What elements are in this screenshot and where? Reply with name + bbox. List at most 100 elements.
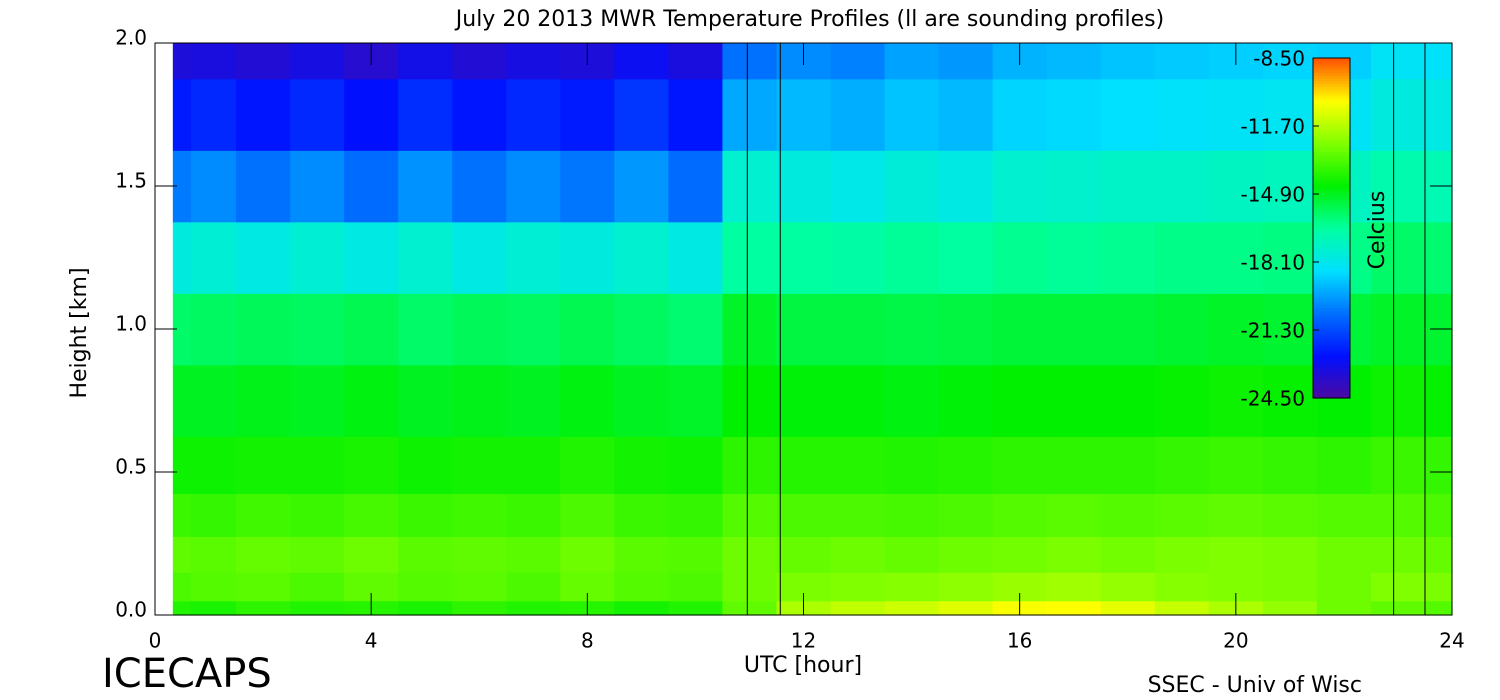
heat-cell xyxy=(506,536,561,573)
heat-cell xyxy=(722,536,778,573)
x-tick-label: 20 xyxy=(1223,629,1248,653)
colorbar-strip xyxy=(1313,264,1350,269)
heat-cell xyxy=(398,364,453,437)
heat-cell xyxy=(830,600,886,616)
heat-cell xyxy=(398,150,453,223)
heat-cell xyxy=(1424,536,1453,573)
y-axis-label: Height [km] xyxy=(67,267,92,398)
heat-cell xyxy=(722,78,778,151)
heat-cell xyxy=(290,78,345,151)
heat-cell xyxy=(398,572,453,602)
heat-cell xyxy=(398,536,453,573)
heat-cell xyxy=(1262,493,1318,537)
heat-cell xyxy=(776,78,832,151)
heat-cell xyxy=(560,436,615,495)
heat-cell xyxy=(290,600,345,616)
heat-cell xyxy=(1046,150,1102,223)
heat-cell xyxy=(506,293,561,366)
colorbar-strip xyxy=(1313,151,1350,155)
heat-cell xyxy=(1424,221,1453,294)
colorbar-strip xyxy=(1313,100,1350,104)
heat-cell xyxy=(1424,78,1453,151)
colorbar-strip xyxy=(1313,375,1350,379)
y-tick-label: 1.5 xyxy=(115,169,147,193)
heat-cell xyxy=(830,43,886,80)
x-tick-label: 4 xyxy=(365,629,378,653)
heatmap xyxy=(172,43,1453,616)
heat-cell xyxy=(190,493,237,537)
heat-cell xyxy=(776,293,832,366)
heat-cell xyxy=(668,600,724,616)
heat-cell xyxy=(830,150,886,223)
colorbar-strip xyxy=(1313,355,1350,359)
heat-cell xyxy=(506,150,561,223)
heat-cell xyxy=(344,536,399,573)
colorbar-strip xyxy=(1313,287,1350,291)
heat-cell xyxy=(1262,221,1318,294)
heat-cell xyxy=(172,493,192,537)
x-tick-label: 0 xyxy=(149,629,162,653)
heat-cell xyxy=(1370,150,1426,223)
colorbar-strip xyxy=(1313,290,1350,294)
heat-cell xyxy=(614,150,669,223)
heat-cell xyxy=(190,221,237,294)
colorbar-strip xyxy=(1313,222,1350,226)
heat-cell xyxy=(172,600,192,616)
heat-cell xyxy=(452,150,507,223)
x-tick-label: 16 xyxy=(1007,629,1032,653)
colorbar-strip xyxy=(1313,140,1350,144)
heat-cell xyxy=(1370,364,1426,437)
heat-cell xyxy=(1370,43,1426,80)
heat-cell xyxy=(830,293,886,366)
colorbar-strip xyxy=(1313,358,1350,362)
colorbar-strip xyxy=(1313,279,1350,283)
colorbar-frame xyxy=(1312,57,1351,399)
heat-cell xyxy=(344,150,399,223)
heat-cell xyxy=(452,43,507,80)
heat-cell xyxy=(506,221,561,294)
heat-cell xyxy=(614,293,669,366)
heat-cell xyxy=(190,150,237,223)
heat-cell xyxy=(668,436,724,495)
heat-cell xyxy=(1046,600,1102,616)
heat-cell xyxy=(776,493,832,537)
colorbar-tick-label: -18.10 xyxy=(1241,251,1305,275)
heat-cell xyxy=(172,43,192,80)
heat-cell xyxy=(172,293,192,366)
heat-cell xyxy=(938,493,994,537)
colorbar-strip xyxy=(1313,191,1350,195)
colorbar-strip xyxy=(1313,97,1350,102)
colorbar-tick-label: -8.50 xyxy=(1253,47,1305,71)
heat-cell xyxy=(722,436,778,495)
heat-cell xyxy=(1262,293,1318,366)
colorbar-strip xyxy=(1313,75,1350,79)
colorbar-strip xyxy=(1313,330,1350,334)
heat-cell xyxy=(398,493,453,537)
heat-cell xyxy=(172,436,192,495)
colorbar-strip xyxy=(1313,154,1350,158)
colorbar-strip xyxy=(1313,281,1350,286)
heat-cell xyxy=(1100,78,1156,151)
heat-cell xyxy=(1154,221,1210,294)
colorbar-strip xyxy=(1313,199,1350,204)
colorbar-strip xyxy=(1313,157,1350,161)
colorbar-strip xyxy=(1313,378,1350,382)
colorbar-strip xyxy=(1313,321,1350,325)
heat-cell xyxy=(938,221,994,294)
heat-cell xyxy=(452,293,507,366)
colorbar-strip xyxy=(1313,128,1350,133)
heat-cell xyxy=(506,364,561,437)
colorbar-strip xyxy=(1313,106,1350,110)
heat-cell xyxy=(1316,493,1372,537)
heat-cell xyxy=(506,436,561,495)
heat-cell xyxy=(992,150,1048,223)
heat-cell xyxy=(668,572,724,602)
heat-cell xyxy=(1100,150,1156,223)
heat-cell xyxy=(884,293,940,366)
heat-cell xyxy=(614,221,669,294)
heat-cell xyxy=(614,536,669,573)
heat-cell xyxy=(614,364,669,437)
colorbar-strip xyxy=(1313,324,1350,328)
heat-cell xyxy=(830,536,886,573)
heat-cell xyxy=(830,436,886,495)
